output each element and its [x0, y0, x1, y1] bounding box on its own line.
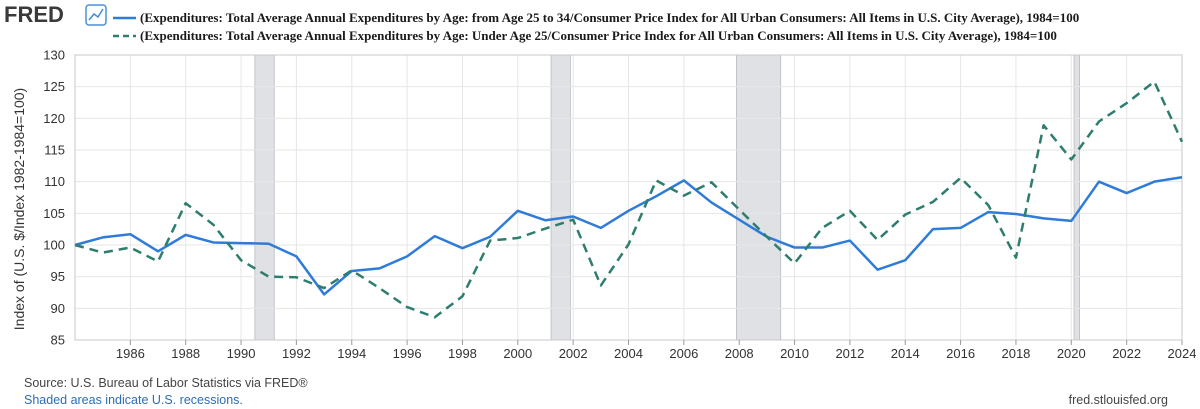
x-tick-label: 2016	[946, 346, 975, 361]
x-tick-label: 1994	[337, 346, 366, 361]
series-lines	[74, 80, 1184, 319]
y-tick-label: 95	[51, 269, 65, 284]
y-tick-label: 120	[43, 111, 65, 126]
y-tick-label: 85	[51, 333, 65, 348]
line-chart-icon	[85, 4, 107, 26]
x-tick-label: 2024	[1168, 346, 1197, 361]
x-tick-label: 2012	[835, 346, 864, 361]
x-tick-label: 2002	[559, 346, 588, 361]
legend: (Expenditures: Total Average Annual Expe…	[113, 10, 1079, 43]
x-tick-label: 1988	[171, 346, 200, 361]
recession-bands	[254, 54, 1081, 341]
series-line-under-25	[74, 80, 1184, 319]
x-tick-label: 1992	[282, 346, 311, 361]
x-tick-label: 1986	[116, 346, 145, 361]
recession-note-link[interactable]: Shaded areas indicate U.S. recessions.	[24, 393, 243, 407]
source-note: Source: U.S. Bureau of Labor Statistics …	[24, 376, 308, 390]
x-tick-label: 1998	[448, 346, 477, 361]
x-tick-label: 2008	[725, 346, 754, 361]
x-tick-label: 1990	[227, 346, 256, 361]
x-tick-label: 2000	[503, 346, 532, 361]
y-tick-label: 125	[43, 79, 65, 94]
y-tick-label: 90	[51, 301, 65, 316]
y-tick-label: 100	[43, 238, 65, 253]
series-line-age-25-34	[74, 175, 1183, 296]
x-tick-label: 2020	[1057, 346, 1086, 361]
y-axis-ticks: 85 90 95 100 105 110 115 120 125 130	[43, 48, 65, 348]
y-tick-label: 105	[43, 206, 65, 221]
site-url[interactable]: fred.stlouisfed.org	[1069, 393, 1168, 407]
y-tick-label: 110	[44, 174, 65, 189]
x-tick-label: 2022	[1112, 346, 1141, 361]
gridlines	[75, 54, 1183, 341]
recession-band	[254, 54, 275, 341]
plot-area: 85 90 95 100 105 110 115 120 125 130 1986 1988 1990…	[43, 48, 1196, 362]
legend-label-series-a: (Expenditures: Total Average Annual Expe…	[140, 10, 1079, 25]
recession-band	[550, 54, 571, 341]
recession-band	[736, 54, 782, 341]
legend-label-series-b: (Expenditures: Total Average Annual Expe…	[140, 28, 1057, 43]
fred-logo[interactable]: FRED	[4, 2, 64, 27]
x-tick-label: 2006	[669, 346, 698, 361]
y-axis-label: Index of (U.S. $/Index 1982-1984=100)	[11, 88, 27, 330]
x-axis-ticks: 1986 1988 1990 1992 1994 1996 1998 2000 2002 2004…	[116, 340, 1197, 361]
x-tick-label: 2014	[891, 346, 920, 361]
x-tick-label: 2018	[1001, 346, 1030, 361]
x-tick-label: 2010	[780, 346, 809, 361]
y-tick-label: 115	[44, 143, 65, 158]
x-tick-label: 2004	[614, 346, 643, 361]
x-tick-label: 1996	[393, 346, 422, 361]
y-tick-label: 130	[43, 48, 65, 63]
recession-band	[1073, 54, 1081, 341]
